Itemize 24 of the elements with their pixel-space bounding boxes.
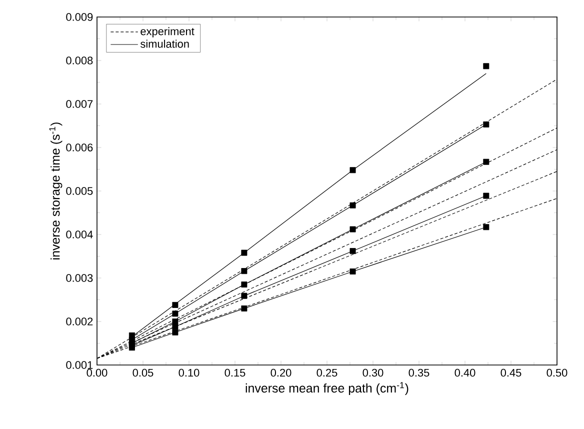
x-tick-label: 0.20 [270,368,292,377]
y-tick-label: 0.007 [66,100,93,108]
x-tick-label: 0.45 [500,368,522,377]
x-tick-label: 0.00 [86,368,108,377]
x-tick-label: 0.50 [546,368,568,377]
x-tick-label: 0.05 [132,368,154,377]
legend-label: experiment [140,27,194,38]
x-tick-label: 0.25 [316,368,338,377]
y-tick-label: 0.002 [66,318,93,326]
x-tick-label: 0.15 [224,368,246,377]
y-tick-label: 0.005 [66,187,93,195]
y-tick-label: 0.009 [66,13,93,21]
y-tick-label: 0.008 [66,56,93,64]
x-tick-label: 0.35 [408,368,430,377]
x-tick-label: 0.10 [178,368,200,377]
y-tick-label: 0.004 [66,230,93,238]
x-tick-label: 0.30 [362,368,384,377]
y-tick-label: 0.001 [66,361,93,369]
y-axis-title: inverse storage time (s$^{-1}$) [49,122,62,260]
legend-label: simulation [140,40,189,48]
x-tick-label: 0.40 [454,368,476,377]
y-tick-label: 0.006 [66,144,93,152]
x-axis-title: inverse mean free path (cm$^{-1}$) [246,382,408,396]
y-tick-label: 0.003 [66,274,93,282]
